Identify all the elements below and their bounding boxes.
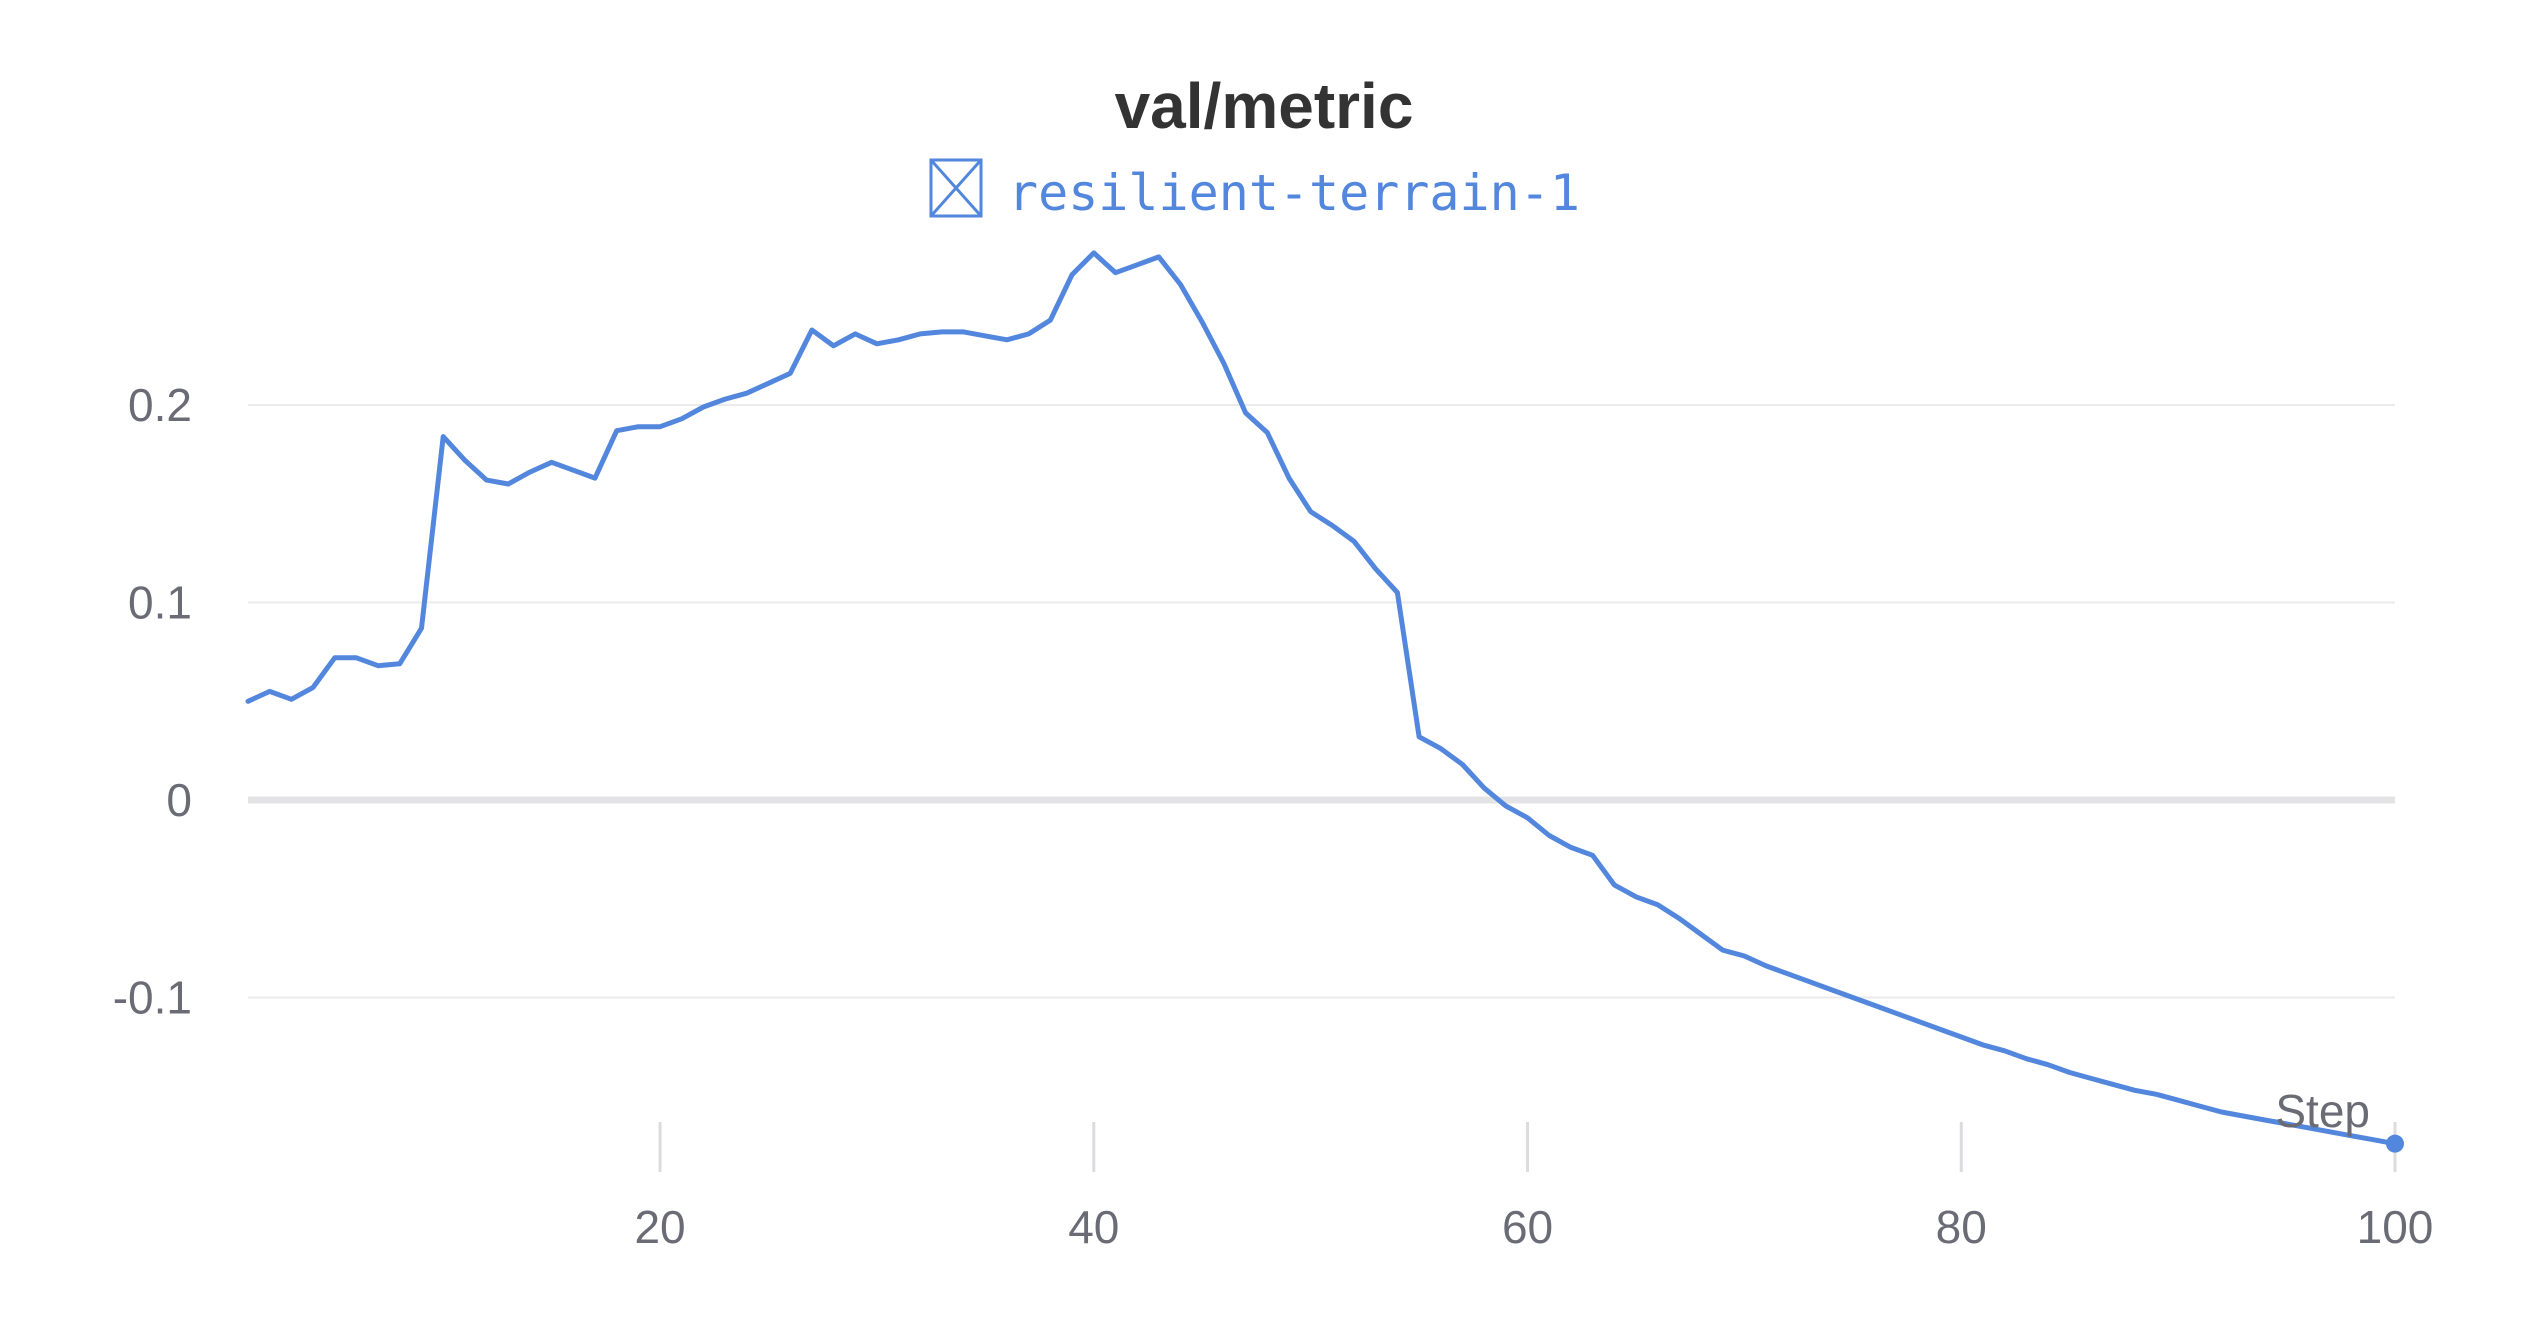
legend-entry[interactable]: resilient-terrain-1 <box>1008 164 1580 222</box>
legend-toggle-icon[interactable] <box>929 158 983 218</box>
y-tick-label: 0 <box>166 774 192 826</box>
chart-title: val/metric <box>1115 70 1414 142</box>
series-lines <box>245 250 2404 1153</box>
x-tick-label: 60 <box>1502 1201 1553 1253</box>
y-tick-label: 0.2 <box>128 379 192 431</box>
y-tick-label: 0.1 <box>128 577 192 629</box>
series-end-point[interactable] <box>2386 1134 2404 1153</box>
grid-lines <box>248 404 2395 999</box>
legend[interactable]: resilient-terrain-1 <box>929 158 1580 222</box>
x-axis-ticks: 20 40 60 80 100 <box>634 1122 2433 1253</box>
x-tick-label: 40 <box>1068 1201 1119 1253</box>
x-tick-label: 80 <box>1936 1201 1987 1253</box>
x-axis-label: Step <box>2275 1085 2370 1137</box>
y-tick-label: -0.1 <box>113 972 192 1024</box>
y-axis-ticks: 0.2 0.1 0 -0.1 <box>113 379 192 1024</box>
x-tick-label: 100 <box>2357 1201 2434 1253</box>
x-tick-label: 20 <box>634 1201 685 1253</box>
series-line[interactable] <box>245 250 2398 1147</box>
